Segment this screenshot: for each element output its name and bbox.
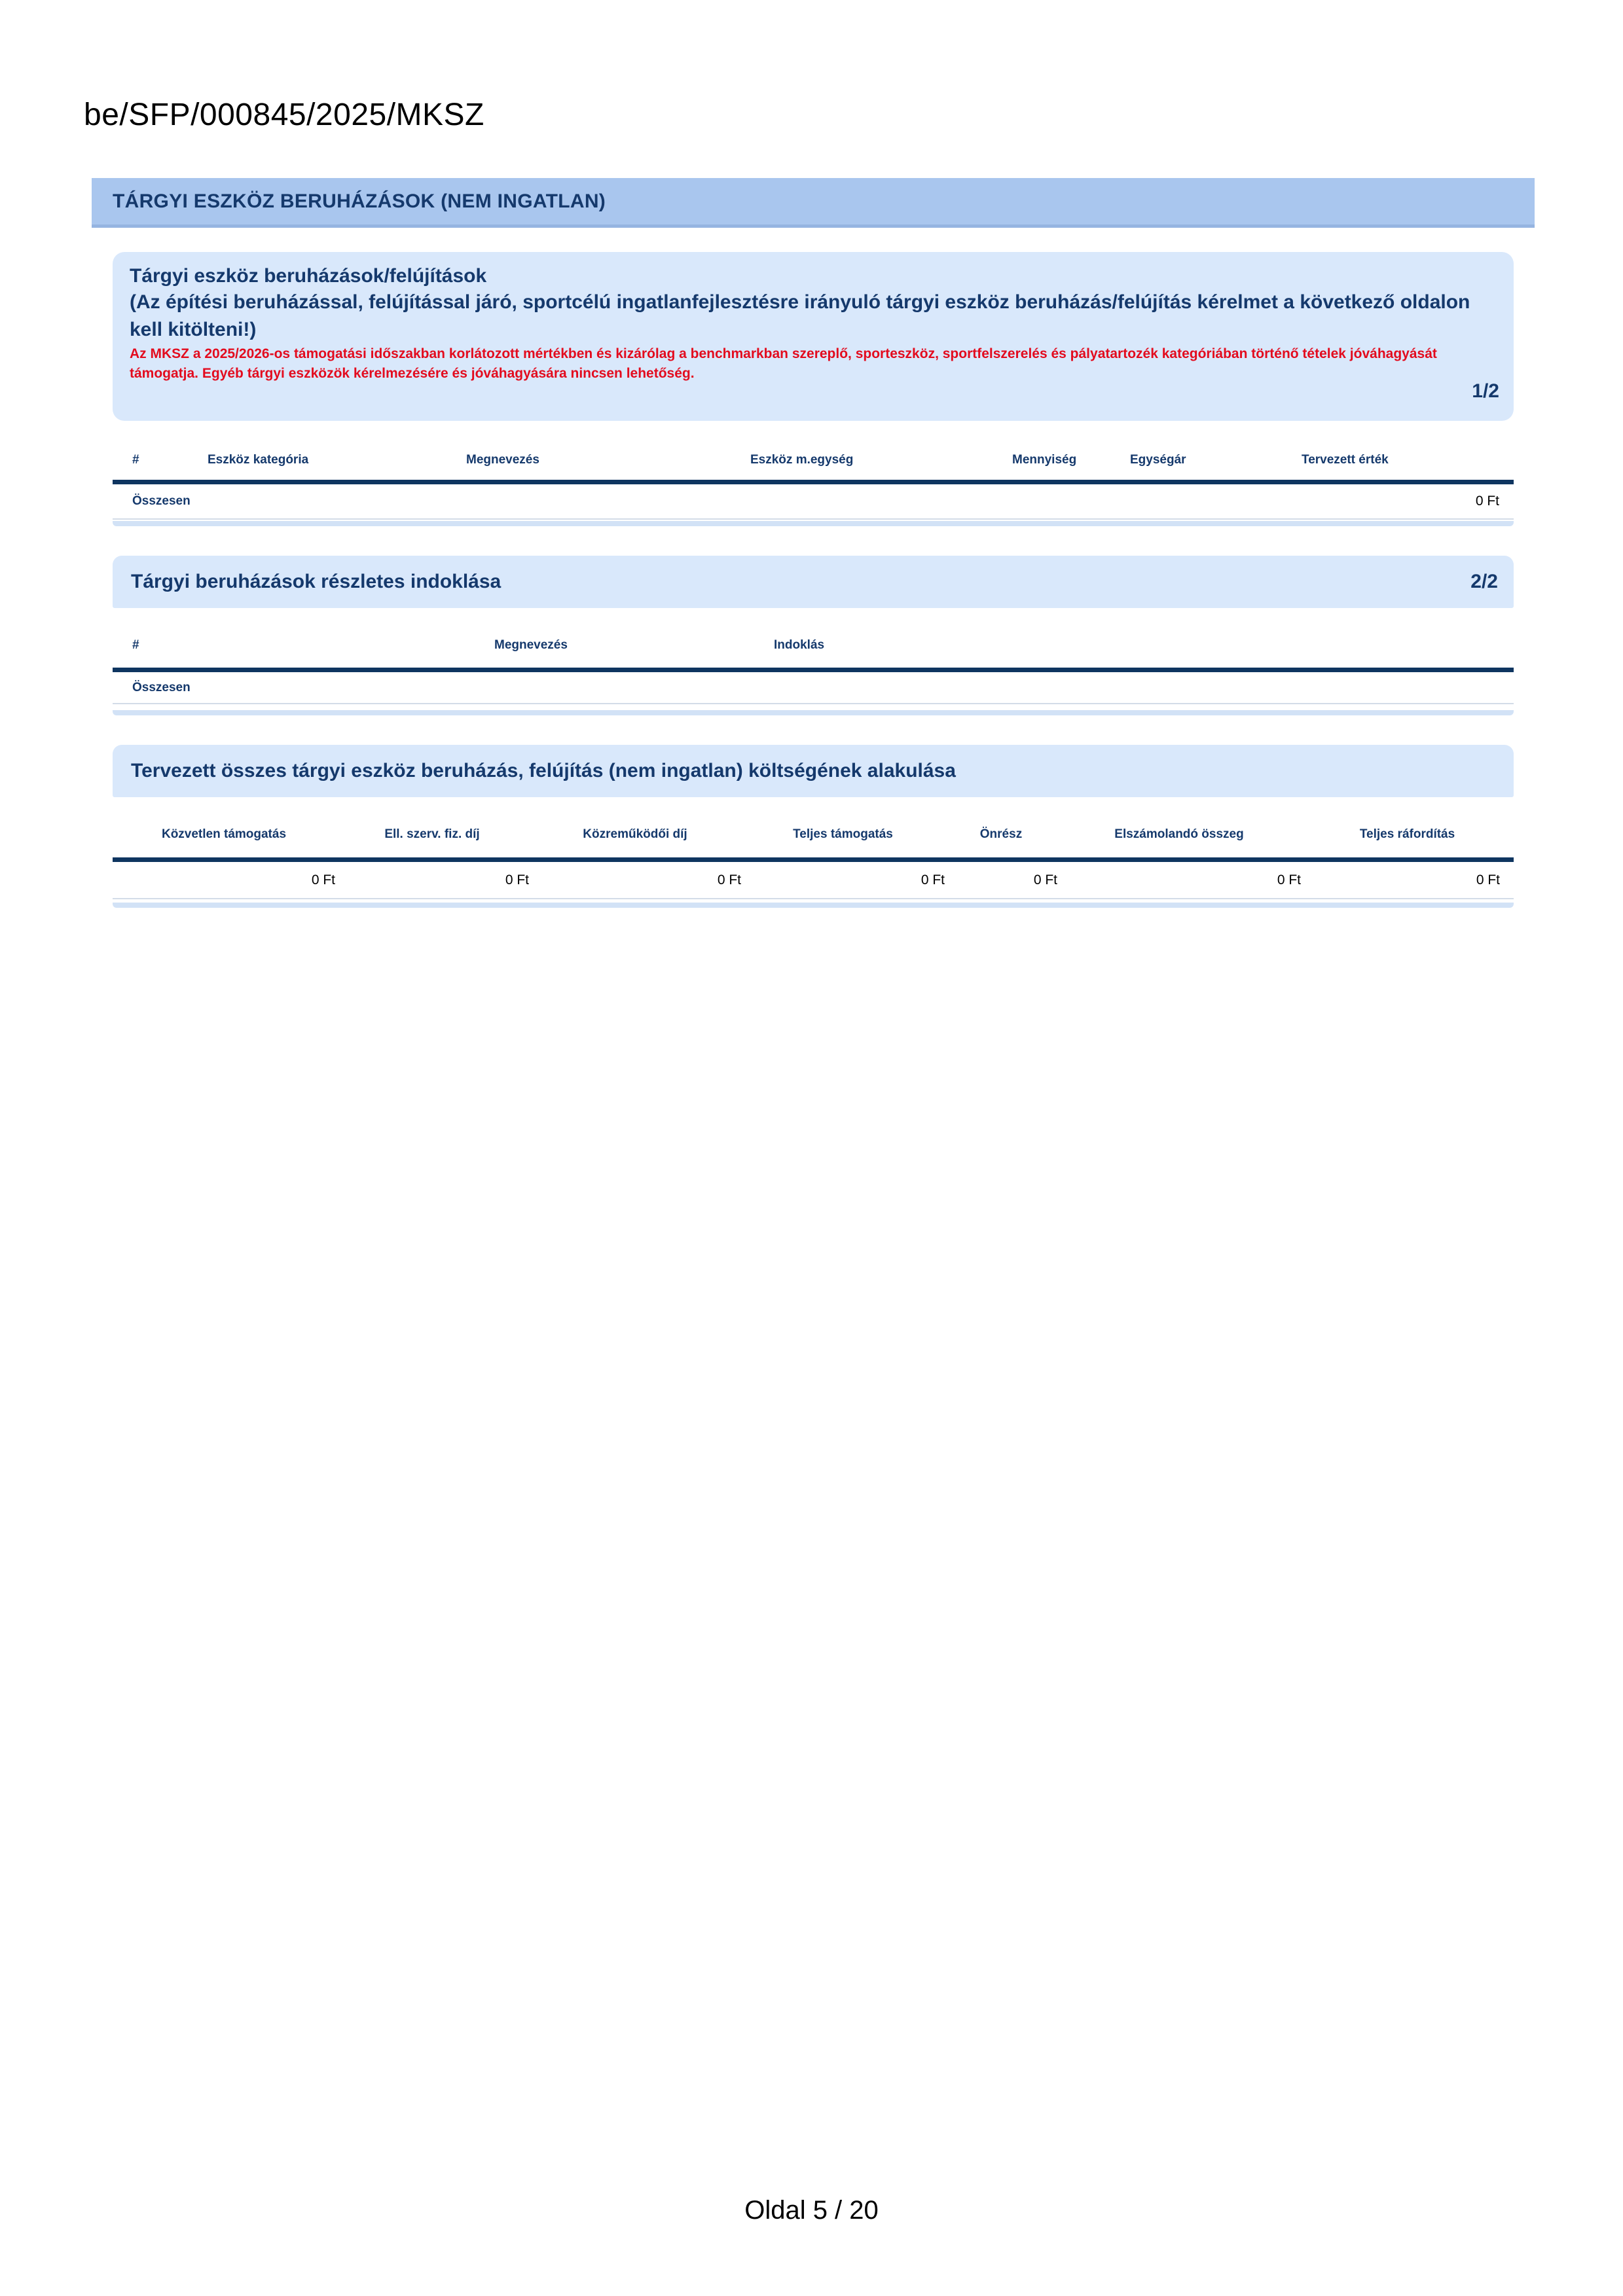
column-header: Megnevezés	[494, 638, 568, 652]
amount-cell: 0 Ft	[1476, 872, 1500, 888]
page-number-footer: Oldal 5 / 20	[744, 2196, 879, 2225]
column-header: #	[132, 452, 139, 467]
column-header: Önrész	[979, 827, 1023, 841]
header-divider	[113, 668, 1514, 672]
column-header: Eszköz kategória	[208, 452, 309, 467]
panel-subheading: (Az építési beruházással, felújítással j…	[130, 291, 1470, 340]
main-section-header: TÁRGYI ESZKÖZ BERUHÁZÁSOK (NEM INGATLAN)	[92, 178, 1535, 228]
amount-cell: 0 Ft	[505, 872, 529, 888]
column-header: Ell. szerv. fiz. díj	[384, 827, 480, 841]
table-header-row: # Eszköz kategória Megnevezés Eszköz m.e…	[113, 440, 1514, 480]
column-header: Elszámolandó összeg	[1114, 827, 1244, 841]
section-title: Tervezett összes tárgyi eszköz beruházás…	[131, 760, 956, 781]
mksz-restriction-notice: Az MKSZ a 2025/2026-os támogatási idősza…	[130, 346, 1437, 381]
amount-cell: 0 Ft	[311, 872, 335, 888]
total-label: Összesen	[132, 494, 191, 508]
section-footer-strip	[113, 710, 1514, 715]
column-header: Teljes támogatás	[793, 827, 893, 841]
section-title: Tárgyi beruházások részletes indoklása	[131, 571, 501, 592]
justification-section-header: Tárgyi beruházások részletes indoklása 2…	[113, 556, 1514, 608]
total-row: Összesen 0 Ft	[113, 484, 1514, 520]
justification-table: # Megnevezés Indoklás Összesen	[113, 623, 1514, 704]
column-header: Teljes ráfordítás	[1359, 827, 1455, 841]
amount-cell: 0 Ft	[717, 872, 741, 888]
column-header: Egységár	[1130, 452, 1186, 467]
column-header: Közreműködői díj	[583, 827, 687, 841]
column-header: Tervezett érték	[1302, 452, 1389, 467]
column-header: Mennyiség	[1012, 452, 1077, 467]
section-footer-strip	[113, 903, 1514, 908]
asset-investments-table: # Eszköz kategória Megnevezés Eszköz m.e…	[113, 440, 1514, 520]
total-row: Összesen	[113, 672, 1514, 704]
column-header: Eszköz m.egység	[750, 452, 854, 467]
header-divider	[113, 857, 1514, 862]
amount-cell: 0 Ft	[1033, 872, 1057, 888]
cost-summary-section-header: Tervezett összes tárgyi eszköz beruházás…	[113, 745, 1514, 797]
total-label: Összesen	[132, 680, 191, 694]
column-header: #	[132, 638, 139, 652]
section-page-indicator: 2/2	[1470, 571, 1498, 592]
cost-summary-table: Közvetlen támogatás Ell. szerv. fiz. díj…	[113, 812, 1514, 899]
table-header-row: Közvetlen támogatás Ell. szerv. fiz. díj…	[113, 812, 1514, 857]
investments-info-panel: Tárgyi eszköz beruházások/felújítások (A…	[113, 252, 1514, 421]
amount-cell: 0 Ft	[1277, 872, 1301, 888]
panel-heading: Tárgyi eszköz beruházások/felújítások	[130, 265, 487, 287]
header-divider	[113, 480, 1514, 484]
section-footer-strip	[113, 521, 1514, 526]
column-header: Közvetlen támogatás	[161, 827, 287, 841]
total-value: 0 Ft	[1475, 493, 1499, 509]
column-header: Indoklás	[774, 638, 825, 652]
column-header: Megnevezés	[466, 452, 539, 467]
application-reference-number: be/SFP/000845/2025/MKSZ	[84, 98, 484, 132]
main-section-title: TÁRGYI ESZKÖZ BERUHÁZÁSOK (NEM INGATLAN)	[113, 190, 606, 212]
table-header-row: # Megnevezés Indoklás	[113, 623, 1514, 668]
values-row: 0 Ft 0 Ft 0 Ft 0 Ft 0 Ft 0 Ft 0 Ft	[113, 862, 1514, 899]
panel-page-indicator: 1/2	[1472, 380, 1499, 402]
amount-cell: 0 Ft	[921, 872, 945, 888]
